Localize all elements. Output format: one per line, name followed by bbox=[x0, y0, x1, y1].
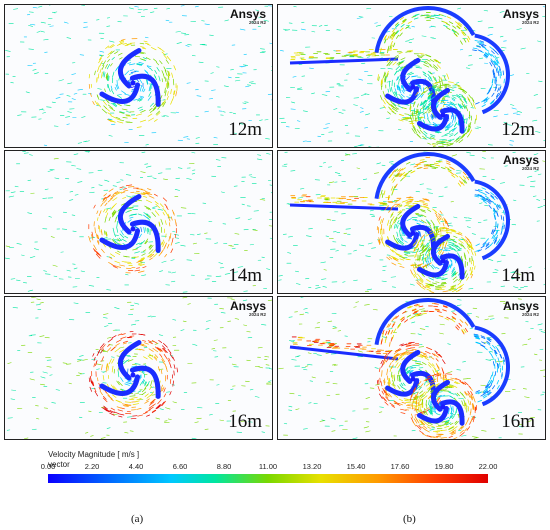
legend-title-line1: Velocity Magnitude [ m/s ] bbox=[48, 450, 140, 459]
velocity-field-image bbox=[278, 151, 545, 293]
velocity-field-image bbox=[279, 5, 545, 147]
legend-tick-label: 0.00 bbox=[40, 462, 56, 471]
ansys-watermark: Ansys 2024 R2 bbox=[503, 154, 539, 172]
panel-label: 16m bbox=[228, 411, 262, 432]
legend-ticks: 0.00 2.20 4.40 6.60 8.80 11.00 13.20 15.40 17.60… bbox=[41, 462, 498, 473]
legend-tick-label: 11.00 bbox=[258, 462, 278, 471]
ansys-version: 2024 R2 bbox=[248, 20, 266, 25]
vector-panel-a-14m: 14m bbox=[4, 150, 273, 294]
legend-title-line2: vector bbox=[48, 460, 70, 469]
vector-panel-a-12m: Ansys 2024 R2 12m bbox=[4, 4, 273, 148]
ansys-logo-text: Ansys bbox=[502, 299, 539, 313]
velocity-field-image bbox=[5, 151, 272, 293]
ansys-watermark: Ansys 2024 R2 bbox=[230, 8, 266, 26]
panel-label: 14m bbox=[501, 265, 535, 286]
vector-panel-a-16m: Ansys 2024 R2 16m bbox=[4, 296, 273, 440]
velocity-legend: Velocity Magnitude [ m/s ] vector 0.00 2.… bbox=[41, 450, 505, 495]
legend-tick-label: 17.60 bbox=[390, 462, 410, 471]
ansys-version: 2024 R2 bbox=[521, 20, 539, 25]
colorbar bbox=[48, 474, 488, 483]
vector-panel-b-16m: Ansys 2024 R2 16m bbox=[277, 296, 546, 440]
panel-label: 14m bbox=[228, 265, 262, 286]
vector-panel-b-14m: Ansys 2024 R2 14m bbox=[277, 150, 546, 294]
legend-title: Velocity Magnitude [ m/s ] vector bbox=[48, 450, 139, 470]
legend-tick-label: 2.20 bbox=[84, 462, 100, 471]
legend-tick-label: 15.40 bbox=[346, 462, 366, 471]
legend-tick-label: 19.80 bbox=[434, 462, 454, 471]
ansys-watermark: Ansys 2024 R2 bbox=[503, 8, 539, 26]
vector-panel-b-12m: Ansys 2024 R2 12m bbox=[277, 4, 546, 148]
ansys-logo-text: Ansys bbox=[229, 7, 266, 21]
panel-label: 12m bbox=[228, 119, 262, 140]
sublabel-b: (b) bbox=[403, 513, 416, 525]
panel-label: 16m bbox=[501, 411, 535, 432]
velocity-field-image bbox=[5, 5, 272, 147]
velocity-field-image bbox=[278, 297, 545, 439]
ansys-watermark: Ansys 2024 R2 bbox=[230, 300, 266, 318]
ansys-logo-text: Ansys bbox=[502, 7, 539, 21]
ansys-watermark: Ansys 2024 R2 bbox=[503, 300, 539, 318]
ansys-version: 2024 R2 bbox=[521, 312, 539, 317]
legend-tick-label: 4.40 bbox=[128, 462, 144, 471]
ansys-version: 2024 R2 bbox=[248, 312, 266, 317]
ansys-logo-text: Ansys bbox=[229, 299, 266, 313]
panel-label: 12m bbox=[501, 119, 535, 140]
velocity-field-image bbox=[6, 297, 272, 439]
legend-tick-label: 8.80 bbox=[216, 462, 232, 471]
legend-tick-label: 13.20 bbox=[302, 462, 322, 471]
legend-tick-label: 6.60 bbox=[172, 462, 188, 471]
sublabel-a: (a) bbox=[131, 513, 144, 525]
ansys-version: 2024 R2 bbox=[521, 166, 539, 171]
legend-tick-label: 22.00 bbox=[478, 462, 498, 471]
ansys-logo-text: Ansys bbox=[502, 153, 539, 167]
